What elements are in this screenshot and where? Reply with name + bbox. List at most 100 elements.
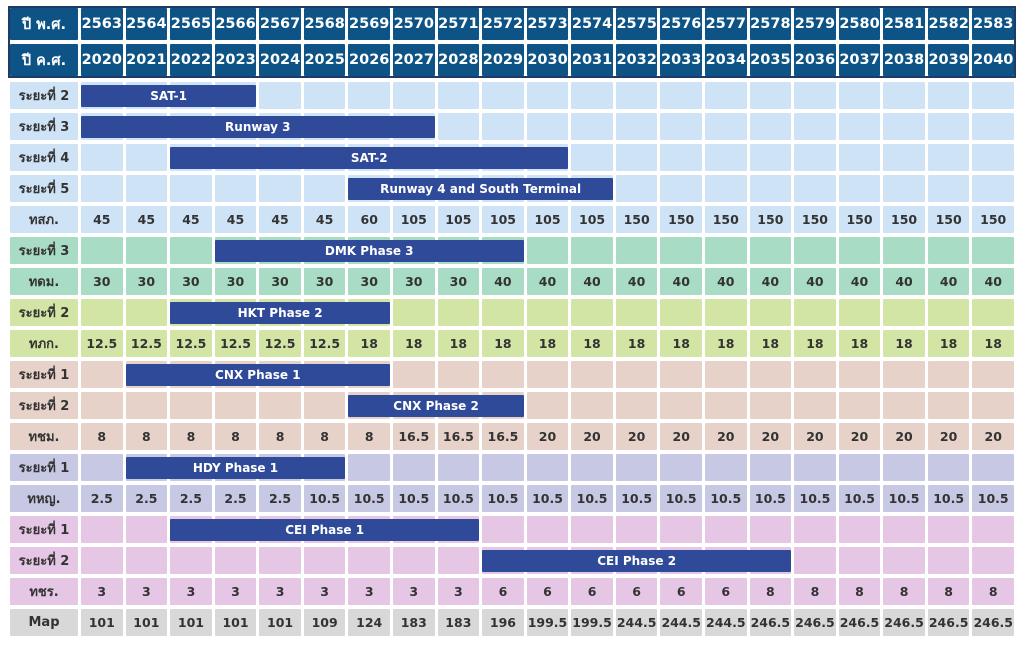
cei-capacity-cell: 3 [303, 578, 346, 605]
hdy-grid-cell [437, 454, 480, 481]
sat-capacity-cell: 150 [972, 206, 1014, 233]
sat-grid-cell [749, 144, 792, 171]
cnx-grid-cell [927, 392, 970, 419]
dmk-capacity-cell: 30 [303, 268, 346, 295]
sat-grid-cell [615, 113, 658, 140]
cei-grid-cell [927, 547, 970, 574]
hdy-capacity-cell: 10.5 [437, 485, 480, 512]
cei-grid-cell [838, 516, 881, 543]
ce-year-cell: 2020 [81, 44, 123, 76]
hkt-grid-cell [660, 299, 702, 326]
cnx-grid-cell [303, 392, 346, 419]
sat-capacity-cell: 60 [348, 206, 390, 233]
sat-grid-cell [705, 175, 747, 202]
cei-capacity-cell: 6 [660, 578, 702, 605]
hkt-capacity-cell: 18 [615, 330, 658, 357]
gantt-bar-cnx-phase-2: CNX Phase 2 [348, 394, 524, 417]
dmk-capacity-cell: 30 [170, 268, 212, 295]
sat-grid-cell [214, 175, 257, 202]
hkt-capacity-cell: 18 [526, 330, 569, 357]
sat-capacity-cell: 150 [615, 206, 658, 233]
ce-year-cell: 2022 [170, 44, 212, 76]
cnx-grid-cell [794, 392, 836, 419]
hkt-capacity-cell: 18 [838, 330, 881, 357]
hkt-phase-row: ระยะที่ 2 HKT Phase 2 [10, 299, 1014, 326]
hdy-capacity-cell: 10.5 [927, 485, 970, 512]
sat-phase-row: ระยะที่ 3 Runway 3 [10, 113, 1014, 140]
sat-capacity-cell: 45 [125, 206, 168, 233]
gantt-bar-hkt-phase-2: HKT Phase 2 [170, 301, 390, 324]
hkt-capacity-cell: 18 [571, 330, 613, 357]
sat-grid-cell [749, 113, 792, 140]
cnx-grid-cell [705, 392, 747, 419]
gantt-bar-sat-1: SAT-1 [81, 84, 257, 107]
cei-capacity-cell: 8 [972, 578, 1014, 605]
sat-row-label: ระยะที่ 3 [10, 113, 78, 140]
sat-grid-cell [125, 144, 168, 171]
cei-grid-cell [125, 516, 168, 543]
sat-grid-cell [972, 175, 1014, 202]
cei-grid-cell [883, 516, 925, 543]
sat-grid-cell [81, 144, 123, 171]
hdy-capacity-cell: 10.5 [838, 485, 881, 512]
be-year-cell: 2569 [348, 8, 390, 40]
dmk-grid-cell [927, 237, 970, 264]
gantt-bar-dmk-phase-3: DMK Phase 3 [214, 239, 524, 262]
sat-grid-cell [170, 175, 212, 202]
sat-capacity-cell: 105 [393, 206, 435, 233]
hkt-row-label: ระยะที่ 2 [10, 299, 78, 326]
hkt-capacity-cell: 18 [927, 330, 970, 357]
cnx-grid-cell [615, 361, 658, 388]
hkt-capacity-cell: 18 [794, 330, 836, 357]
sat-grid-cell [259, 175, 301, 202]
hkt-capacity-cell: 18 [705, 330, 747, 357]
hkt-capacity-cell: 18 [393, 330, 435, 357]
cnx-grid-cell [81, 392, 123, 419]
cei-row-label: ทชร. [10, 578, 78, 605]
sat-grid-cell [125, 175, 168, 202]
ce-year-cell: 2021 [125, 44, 168, 76]
total-capacity-cell: 101 [81, 609, 123, 636]
gantt-bar-cei-phase-2: CEI Phase 2 [482, 549, 792, 572]
cnx-grid-cell [927, 361, 970, 388]
cnx-grid-cell [883, 392, 925, 419]
total-capacity-cell: 101 [170, 609, 212, 636]
cnx-grid-cell [749, 361, 792, 388]
gregorian-year-label: ปี ค.ศ. [10, 44, 78, 76]
sat-capacity-cell: 150 [883, 206, 925, 233]
sat-grid-cell [972, 82, 1014, 109]
total-capacity-cell: 199.5 [526, 609, 569, 636]
sat-capacity-cell: 105 [526, 206, 569, 233]
ce-year-cell: 2034 [705, 44, 747, 76]
cei-grid-cell [348, 547, 390, 574]
hdy-capacity-cell: 10.5 [972, 485, 1014, 512]
hdy-grid-cell [883, 454, 925, 481]
sat-grid-cell [259, 82, 301, 109]
ce-year-cell: 2038 [883, 44, 925, 76]
cei-grid-cell [615, 516, 658, 543]
be-year-cell: 2573 [526, 8, 569, 40]
cnx-capacity-cell: 8 [214, 423, 257, 450]
cei-grid-cell [81, 516, 123, 543]
cnx-grid-cell [214, 392, 257, 419]
cei-capacity-cell: 6 [482, 578, 524, 605]
ce-year-cell: 2033 [660, 44, 702, 76]
be-year-cell: 2570 [393, 8, 435, 40]
dmk-capacity-cell: 30 [393, 268, 435, 295]
dmk-grid-cell [660, 237, 702, 264]
hdy-capacity-cell: 10.5 [393, 485, 435, 512]
hdy-grid-cell [482, 454, 524, 481]
hkt-grid-cell [794, 299, 836, 326]
ce-year-cell: 2027 [393, 44, 435, 76]
hkt-grid-cell [125, 299, 168, 326]
sat-capacity-cell: 150 [660, 206, 702, 233]
hdy-capacity-cell: 10.5 [794, 485, 836, 512]
hdy-grid-cell [838, 454, 881, 481]
cei-capacity-cell: 3 [437, 578, 480, 605]
be-year-cell: 2580 [838, 8, 881, 40]
be-year-cell: 2583 [972, 8, 1014, 40]
hdy-capacity-cell: 10.5 [615, 485, 658, 512]
cnx-capacity-cell: 8 [125, 423, 168, 450]
sat-row-label: ระยะที่ 2 [10, 82, 78, 109]
sat-grid-cell [838, 113, 881, 140]
